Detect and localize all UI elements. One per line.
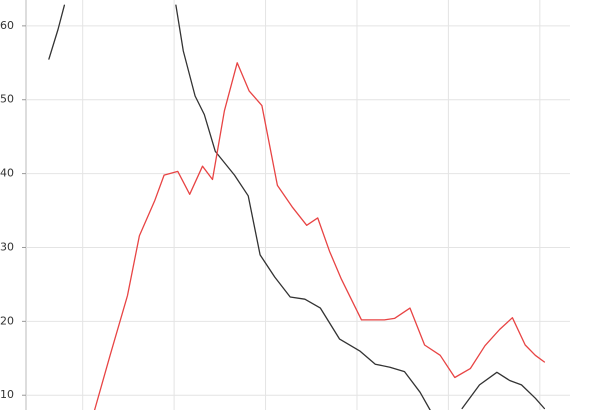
y-tick-label: 10	[0, 388, 14, 401]
y-tick-label: 50	[0, 93, 14, 106]
y-tick-label: 30	[0, 240, 14, 253]
series-line	[48, 4, 546, 410]
series-line	[93, 62, 546, 410]
y-tick-label: 60	[0, 19, 14, 32]
y-tick-label: 40	[0, 167, 14, 180]
y-tick-label: 20	[0, 314, 14, 327]
plot-area	[48, 4, 546, 410]
